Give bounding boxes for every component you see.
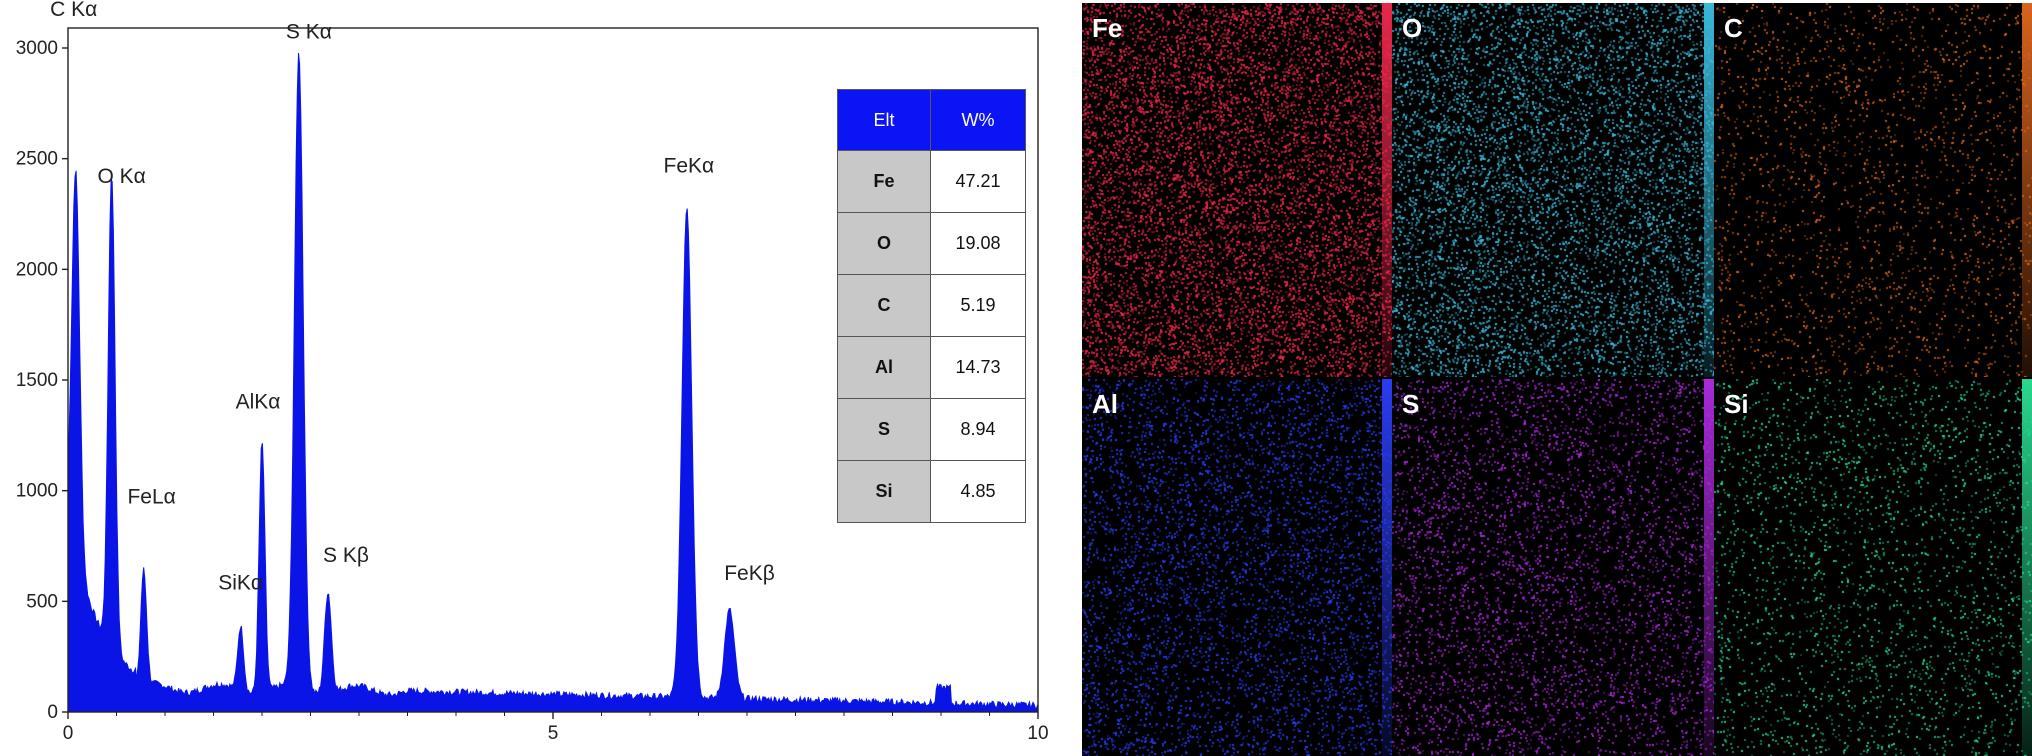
weight-cell: 47.21 [930, 150, 1026, 213]
x-tick-label: 10 [1027, 723, 1048, 744]
axes: 0 500 1000 1500 2000 2500 3000 0 5 10 [16, 27, 1049, 744]
spectrum-area [67, 53, 1039, 713]
map-label: S [1402, 389, 1420, 419]
peak-label: O Kα [97, 165, 145, 188]
eds-spectrum-panel: 0 500 1000 1500 2000 2500 3000 0 5 10 C Kα O Kα FeL… [16, 0, 1049, 744]
map-color-bar [1382, 379, 1392, 756]
element-cell: S [837, 398, 931, 461]
column-header-wt: W% [930, 89, 1026, 151]
map-label: Si [1724, 389, 1749, 419]
map-tile-al: Al [1082, 379, 1392, 756]
weight-cell: 19.08 [930, 212, 1026, 275]
elemental-maps-panel: Fe O C Al S Si [1082, 3, 2032, 756]
weight-percent-table: Elt W% Fe 47.21 O 19.08 C 5.19 Al 14.73 [837, 89, 1026, 523]
map-image [1714, 379, 2032, 756]
peak-label: SiKα [218, 572, 263, 595]
weight-cell: 4.85 [930, 460, 1026, 523]
y-tick-label: 500 [26, 591, 58, 612]
table-row: Al 14.73 [837, 336, 1026, 399]
peak-label: AlKα [236, 391, 281, 414]
map-image [1392, 379, 1714, 756]
y-tick-label: 1500 [16, 370, 58, 391]
table-row: Si 4.85 [837, 460, 1026, 523]
map-tile-fe: Fe [1082, 3, 1392, 377]
y-tick-label: 0 [47, 702, 58, 723]
table-row: Fe 47.21 [837, 150, 1026, 213]
peak-label: FeKα [664, 154, 715, 177]
element-cell: Fe [837, 150, 931, 213]
map-label: C [1724, 13, 1743, 43]
table-row: O 19.08 [837, 212, 1026, 275]
map-color-bar [1704, 3, 1714, 377]
map-label: Fe [1092, 13, 1123, 43]
map-image [1392, 3, 1714, 377]
map-image [1714, 3, 2032, 377]
x-tick-label: 0 [63, 723, 74, 744]
map-color-bar [1704, 379, 1714, 756]
column-header-elt: Elt [837, 89, 931, 151]
peak-label: FeKβ [724, 562, 775, 585]
map-tile-si: Si [1714, 379, 2032, 756]
map-tile-c: C [1714, 3, 2032, 377]
peak-label: FeLα [127, 486, 175, 509]
y-tick-label: 1000 [16, 481, 58, 502]
map-color-bar [1382, 3, 1392, 377]
y-tick-label: 2000 [16, 259, 58, 280]
table-row: C 5.19 [837, 274, 1026, 337]
map-tile-s: S [1392, 379, 1714, 756]
map-color-bar [2022, 379, 2032, 756]
x-tick-label: 5 [548, 723, 559, 744]
map-image [1082, 379, 1392, 756]
element-cell: O [837, 212, 931, 275]
weight-cell: 14.73 [930, 336, 1026, 399]
map-label: Al [1092, 389, 1118, 419]
map-label: O [1402, 13, 1423, 43]
peak-label: S Kβ [323, 544, 369, 567]
map-tile-o: O [1392, 3, 1714, 377]
spectrum-series [67, 53, 1039, 713]
eds-spectrum-chart: 0 500 1000 1500 2000 2500 3000 0 5 10 C Kα O Kα FeL… [16, 0, 1049, 744]
element-cell: C [837, 274, 931, 337]
map-color-bar [2022, 3, 2032, 377]
table-row: S 8.94 [837, 398, 1026, 461]
weight-cell: 8.94 [930, 398, 1026, 461]
y-tick-label: 2500 [16, 149, 58, 170]
table-header-row: Elt W% [837, 89, 1026, 151]
peak-label: C Kα [50, 0, 97, 21]
element-cell: Si [837, 460, 931, 523]
weight-cell: 5.19 [930, 274, 1026, 337]
element-cell: Al [837, 336, 931, 399]
peak-label: S Kα [286, 20, 332, 43]
y-tick-label: 3000 [16, 38, 58, 59]
peak-labels: C Kα O Kα FeLα SiKα AlKα S Kα S Kβ FeKα FeKβ [50, 0, 775, 595]
map-image [1082, 3, 1392, 377]
